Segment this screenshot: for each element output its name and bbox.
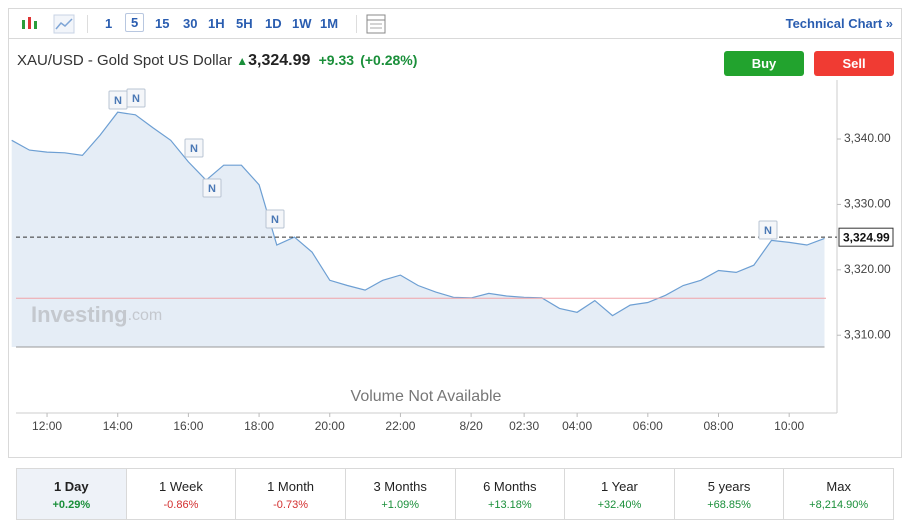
news-marker-label: N: [764, 225, 772, 237]
news-marker: [202, 178, 222, 198]
watermark-name: Investing: [31, 302, 128, 327]
period-change: +32.40%: [597, 499, 642, 511]
period-label: 1 Month: [267, 479, 315, 494]
period-tab[interactable]: 5 years +68.85%: [675, 469, 785, 519]
header: XAU/USD - Gold Spot US Dollar ▲3,324.99 …: [8, 38, 902, 80]
period-tab[interactable]: 3 Months +1.09%: [346, 469, 456, 519]
volume-note: Volume Not Available: [351, 388, 502, 405]
interval-button[interactable]: 1M: [320, 16, 339, 31]
change-pct: (+0.28%): [360, 52, 418, 68]
news-marker-label: N: [271, 214, 279, 226]
toolbar: 1 5 15 30 1H 5H 1D 1W 1M Technical Chart »: [8, 8, 902, 38]
price: 3,324.99: [248, 52, 311, 69]
interval-button[interactable]: 1W: [292, 16, 312, 31]
y-tick-label: 3,320.00: [844, 262, 891, 276]
news-marker: [126, 88, 146, 108]
y-tick-label: 3,340.00: [844, 131, 891, 145]
chart-box: [8, 80, 902, 458]
period-label: 1 Day: [53, 479, 89, 494]
period-tab[interactable]: 1 Year +32.40%: [565, 469, 675, 519]
watermark: Investing.com: [31, 302, 162, 327]
sell-button[interactable]: Sell: [814, 51, 894, 76]
news-marker-label: N: [190, 143, 198, 155]
x-tick-label: 02:30: [509, 419, 539, 433]
period-tab[interactable]: 1 Day +0.29%: [17, 469, 127, 519]
y-tick-label: 3,330.00: [844, 197, 891, 211]
news-marker: [758, 220, 778, 240]
news-marker-label: N: [208, 183, 216, 195]
period-label: 5 years: [707, 479, 751, 494]
x-tick-label: 08:00: [703, 419, 733, 433]
news-marker: [184, 138, 204, 158]
period-change: -0.73%: [273, 499, 308, 511]
news-marker: [265, 209, 285, 229]
chart: 3,310.00 3,320.00 3,330.00 3,340.00 3,324.99…: [11, 80, 894, 433]
period-label: 3 Months: [373, 479, 427, 494]
x-tick-label: 16:00: [173, 419, 203, 433]
last-price-tag: [838, 227, 894, 247]
up-arrow: ▲: [236, 54, 249, 68]
x-tick-label: 14:00: [103, 419, 133, 433]
last-price-label: 3,324.99: [843, 230, 890, 244]
interval-button[interactable]: 5H: [236, 16, 253, 31]
x-tick-label: 8/20: [459, 419, 483, 433]
period-tab[interactable]: 1 Month -0.73%: [236, 469, 346, 519]
x-tick-label: 04:00: [562, 419, 592, 433]
change: +9.33: [318, 52, 355, 68]
candle-icon[interactable]: [19, 14, 39, 34]
period-label: Max: [826, 479, 851, 494]
area-icon[interactable]: [53, 14, 75, 34]
period-label: 1 Week: [159, 479, 203, 494]
x-tick-label: 20:00: [315, 419, 345, 433]
x-tick-label: 06:00: [633, 419, 663, 433]
period-change: -0.86%: [163, 499, 199, 511]
period-change: +68.85%: [707, 499, 751, 511]
period-label: 6 Months: [483, 479, 537, 494]
buy-button[interactable]: Buy: [724, 51, 804, 76]
interval-button[interactable]: 30: [183, 16, 198, 31]
x-tick-label: 22:00: [385, 419, 415, 433]
indicator-icon[interactable]: [366, 14, 386, 34]
period-change: +13.18%: [487, 499, 532, 511]
x-tick-label: 10:00: [774, 419, 804, 433]
period-change: +0.29%: [52, 499, 91, 511]
watermark-suffix: .com: [128, 307, 163, 324]
period-tab[interactable]: Max +8,214.90%: [784, 469, 893, 519]
interval-button[interactable]: 1D: [265, 16, 282, 31]
instrument-name: XAU/USD - Gold Spot US Dollar ▲3,324.99 …: [17, 52, 417, 70]
period-change: +1.09%: [381, 499, 419, 511]
price-area: [11, 112, 825, 347]
period-tab[interactable]: 1 Week -0.86%: [127, 469, 237, 519]
interval-button[interactable]: 1: [105, 16, 113, 31]
y-tick-label: 3,310.00: [844, 327, 891, 341]
interval-button[interactable]: 1H: [208, 16, 225, 31]
technical-chart-link[interactable]: Technical Chart »: [785, 16, 893, 31]
period-tabs: 1 Day +0.29% 1 Week -0.86% 1 Month -0.73% 3 Mo…: [16, 468, 894, 520]
x-tick-label: 12:00: [32, 419, 62, 433]
interval-button[interactable]: 15: [155, 16, 170, 31]
period-tab[interactable]: 6 Months +13.18%: [456, 469, 566, 519]
news-marker-label: N: [114, 95, 122, 107]
news-marker-label: N: [132, 93, 140, 105]
interval-button[interactable]: 5: [125, 13, 145, 32]
instrument: XAU/USD - Gold Spot US Dollar: [17, 52, 233, 69]
x-tick-label: 18:00: [244, 419, 274, 433]
period-change: +8,214.90%: [809, 499, 869, 511]
price-line: [11, 111, 825, 317]
period-label: 1 Year: [601, 479, 638, 494]
